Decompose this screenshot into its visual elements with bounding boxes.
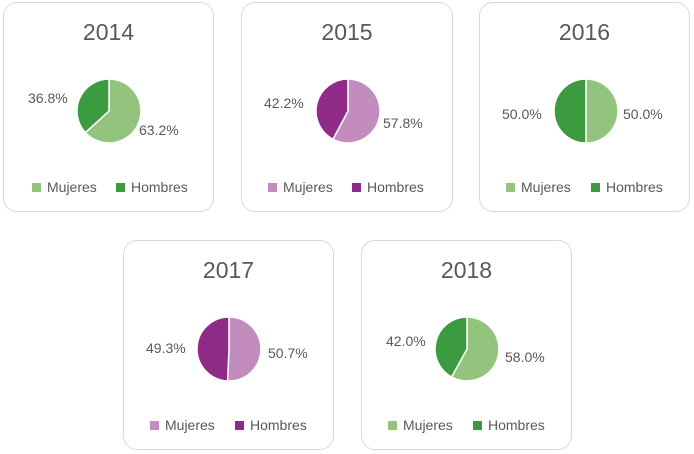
pie-slice-mujeres xyxy=(84,78,142,144)
chart-card-2015: 2015 42.2% 57.8% Mujeres Hombres xyxy=(241,2,453,212)
legend-item-mujeres: Mujeres xyxy=(506,179,571,195)
legend-item-hombres: Hombres xyxy=(116,179,188,195)
pie-slice-hombres xyxy=(434,316,468,379)
legend-item-mujeres: Mujeres xyxy=(32,179,97,195)
chart-title: 2014 xyxy=(82,19,135,45)
pie-chart xyxy=(76,78,142,144)
hombres-percent-label: 42.0% xyxy=(386,333,426,349)
legend-swatch xyxy=(473,420,482,430)
mujeres-percent-label: 63.2% xyxy=(139,122,179,138)
mujeres-percent-label: 57.8% xyxy=(383,115,423,131)
legend-label: Mujeres xyxy=(403,417,453,433)
chart-card-2018: 2018 42.0% 58.0% Mujeres Hombres xyxy=(361,240,572,450)
chart-card-2014: 2014 36.8% 63.2% Mujeres Hombres xyxy=(3,2,214,212)
chart-title: 2016 xyxy=(558,19,611,45)
pie-slice-mujeres xyxy=(450,316,500,382)
hombres-percent-label: 50.0% xyxy=(502,106,542,122)
chart-card-2017: 2017 49.3% 50.7% Mujeres Hombres xyxy=(123,240,334,450)
legend-swatch xyxy=(352,182,361,192)
hombres-percent-label: 49.3% xyxy=(146,340,186,356)
chart-title: 2018 xyxy=(440,257,493,283)
chart-title: 2015 xyxy=(321,19,373,45)
pie-chart xyxy=(315,78,381,144)
legend-item-hombres: Hombres xyxy=(235,417,307,433)
legend-label: Hombres xyxy=(488,417,545,433)
pie-slice-hombres xyxy=(76,78,110,134)
hombres-percent-label: 42.2% xyxy=(264,95,304,111)
mujeres-percent-label: 58.0% xyxy=(505,349,545,365)
legend-swatch xyxy=(150,420,159,430)
mujeres-percent-label: 50.0% xyxy=(623,106,663,122)
legend-item-mujeres: Mujeres xyxy=(268,179,333,195)
pie-chart xyxy=(434,316,500,382)
chart-card-2016: 2016 50.0% 50.0% Mujeres Hombres xyxy=(479,2,690,212)
legend-item-mujeres: Mujeres xyxy=(388,417,453,433)
legend-label: Mujeres xyxy=(165,417,215,433)
pie-chart xyxy=(196,316,262,382)
legend-swatch xyxy=(235,420,244,430)
pie-slice-hombres xyxy=(553,78,587,144)
mujeres-percent-label: 50.7% xyxy=(268,345,308,361)
legend-label: Mujeres xyxy=(521,179,571,195)
legend-swatch xyxy=(116,182,125,192)
pie-slice-hombres xyxy=(196,316,230,382)
chart-title: 2017 xyxy=(202,257,255,283)
legend-item-hombres: Hombres xyxy=(352,179,424,195)
legend-label: Hombres xyxy=(250,417,307,433)
legend-item-hombres: Hombres xyxy=(591,179,663,195)
legend-swatch xyxy=(591,182,600,192)
hombres-percent-label: 36.8% xyxy=(28,90,68,106)
legend-swatch xyxy=(268,182,277,192)
legend-swatch xyxy=(388,420,397,430)
legend-label: Hombres xyxy=(606,179,663,195)
legend-item-hombres: Hombres xyxy=(473,417,545,433)
pie-chart xyxy=(553,78,619,144)
legend-item-mujeres: Mujeres xyxy=(150,417,215,433)
legend-label: Hombres xyxy=(131,179,188,195)
pie-slice-hombres xyxy=(315,78,349,141)
legend-swatch xyxy=(32,182,41,192)
legend-label: Hombres xyxy=(367,179,424,195)
pie-slice-mujeres xyxy=(331,78,381,144)
legend-label: Mujeres xyxy=(283,179,333,195)
pie-slice-mujeres xyxy=(585,78,619,144)
legend-label: Mujeres xyxy=(47,179,97,195)
legend-swatch xyxy=(506,182,515,192)
pie-slice-mujeres xyxy=(226,316,262,382)
